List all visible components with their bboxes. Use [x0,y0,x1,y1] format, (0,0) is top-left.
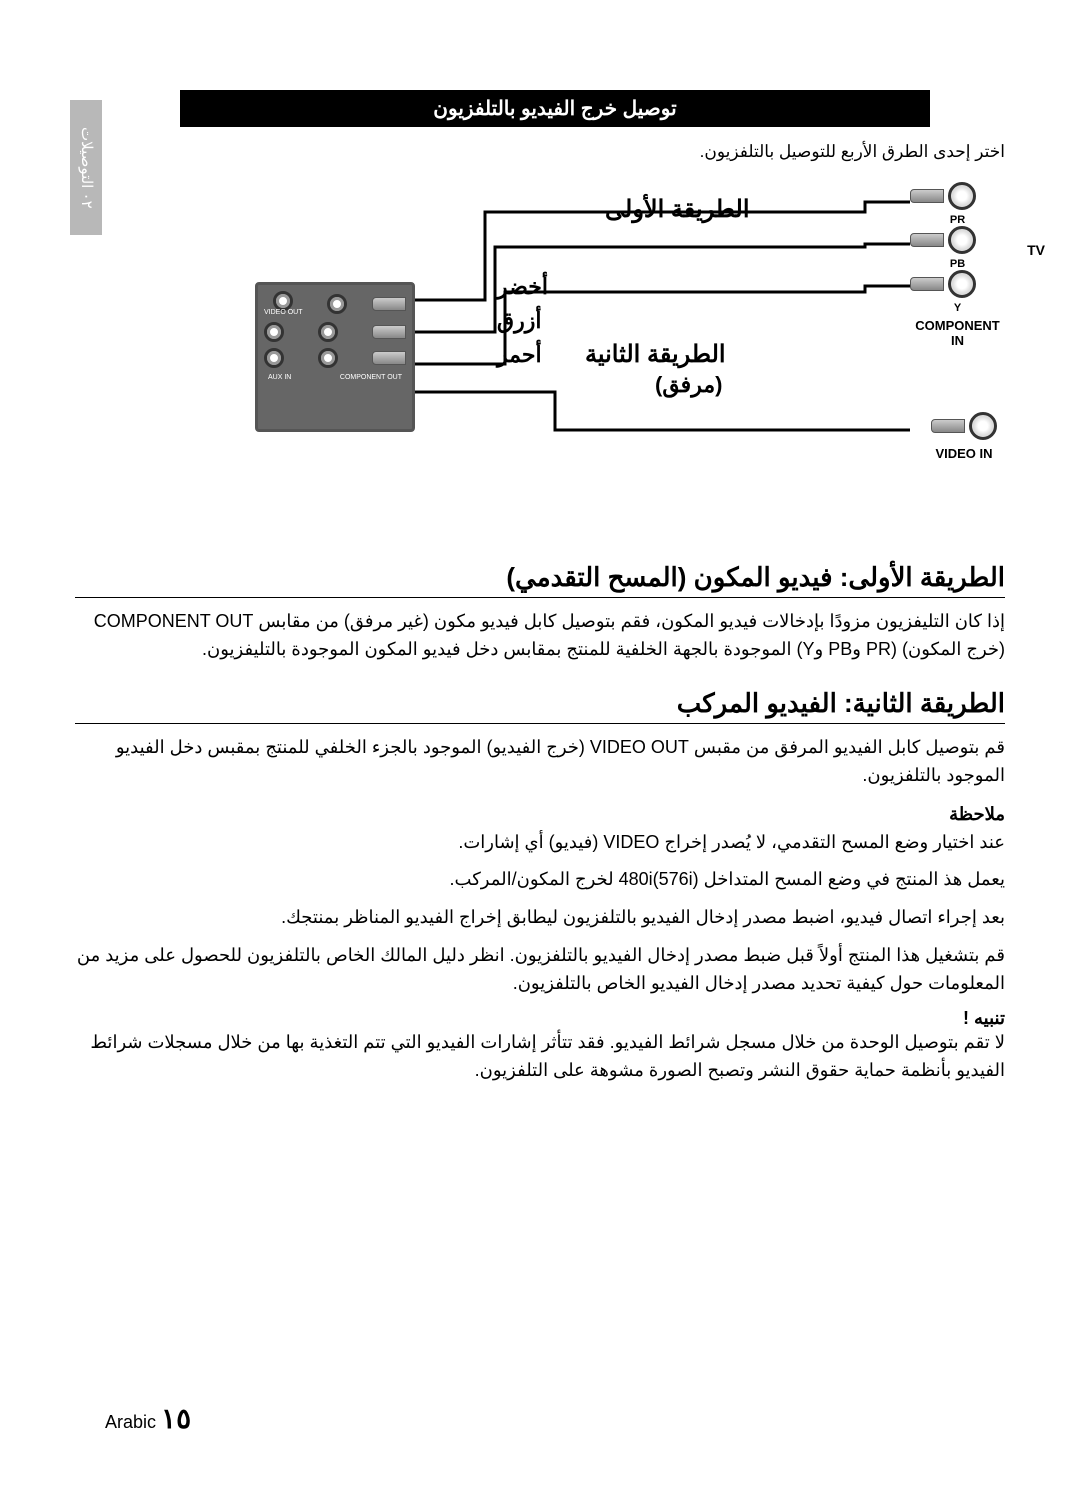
tv-inputs: PR PB Y COMPONENT IN [910,182,1005,412]
video-in-block: VIDEO IN [931,412,997,461]
method2-label: الطريقة الثانية [585,340,726,369]
video-in-label: VIDEO IN [931,446,997,461]
cable-plug-icon [372,325,406,339]
method2-supplied: (مرفق) [655,372,722,398]
plug-icon [910,233,944,247]
page-footer: ١٥ Arabic [105,1402,199,1436]
plug-icon [910,189,944,203]
component-in-label: COMPONENT IN [910,318,1005,348]
port-pr [327,294,347,314]
plug-icon [931,419,965,433]
note-heading: ملاحظة [75,804,1005,825]
jack-video [969,412,997,440]
method-a-body: إذا كان التليفزيون مزودًا بإدخالات فيديو… [75,608,1005,664]
connection-diagram: VIDEO OUT AUX IN COMPONENT OUT [255,182,1005,512]
intro-text: اختر إحدى الطرق الأربع للتوصيل بالتلفزيو… [75,142,1005,162]
jack-pr [948,182,976,210]
port-y [318,348,338,368]
port-pb [318,322,338,342]
plug-icon [910,277,944,291]
method-b-heading: الطريقة الثانية: الفيديو المركب [75,688,1005,724]
tv-label: TV [1027,242,1045,258]
note-line-2: بعد إجراء اتصال فيديو، اضبط مصدر إدخال ا… [75,904,1005,932]
device-component-label: COMPONENT OUT [340,374,402,381]
method-a-heading: الطريقة الأولى: فيديو المكون (المسح التق… [75,562,1005,598]
page-lang: Arabic [105,1412,156,1432]
caution-body: لا تقم بتوصيل الوحدة من خلال مسجل شرائط … [75,1029,1005,1085]
note-line-0: عند اختيار وضع المسح التقدمي، لا يُصدر إ… [75,829,1005,857]
jack-pr-label: PR [910,214,1005,226]
cable-plug-icon [372,297,406,311]
method-b-body: قم بتوصيل كابل الفيديو المرفق من مقبس VI… [75,734,1005,790]
caution-heading: تنبيه [75,1008,1005,1029]
color-green-label: أخضر [497,274,548,300]
cable-plug-icon [372,351,406,365]
device-back-panel: VIDEO OUT AUX IN COMPONENT OUT [255,282,415,432]
port-aux-r [264,348,284,368]
color-blue-label: أزرق [497,308,541,334]
port-aux-l [264,322,284,342]
color-red-label: أحمر [497,342,542,368]
jack-y [948,270,976,298]
jack-y-label: Y [910,302,1005,314]
jack-pb-label: PB [910,258,1005,270]
note-line-3: قم بتشغيل هذا المنتج أولاً قبل ضبط مصدر … [75,942,1005,998]
note-line-1: يعمل هذ المنتج في وضع المسح المتداخل 480… [75,866,1005,894]
section-title: توصيل خرج الفيديو بالتلفزيون [180,90,930,127]
page-number: ١٥ [161,1404,191,1435]
method1-label: الطريقة الأولى [605,195,750,224]
side-tab: ٠٢ التوصيلات [70,100,102,235]
port-video-out [273,291,293,311]
jack-pb [948,226,976,254]
device-aux-label: AUX IN [268,374,291,381]
side-tab-label: ٠٢ التوصيلات [77,127,95,209]
